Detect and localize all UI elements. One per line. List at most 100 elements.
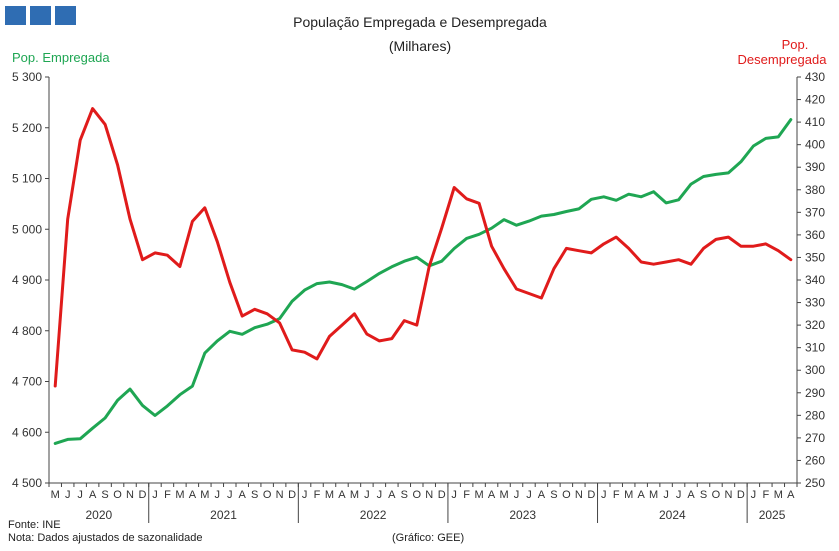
month-tick-label: A	[388, 489, 396, 501]
month-tick-label: N	[575, 489, 583, 501]
month-tick-label: N	[425, 489, 433, 501]
chart-title: População Empregada e Desempregada	[293, 14, 547, 30]
month-tick-label: A	[239, 489, 247, 501]
right-tick-label: 360	[805, 228, 825, 242]
month-tick-label: J	[65, 489, 71, 501]
month-tick-label: J	[526, 489, 532, 501]
plot-area: 4 500 4 600 4 700 4 800 4 900 5 000 5 100 5 200…	[12, 70, 825, 523]
right-tick-label: 350	[805, 250, 825, 264]
right-tick-label: 300	[805, 363, 825, 377]
year-label: 2023	[509, 508, 536, 522]
logo-block-2	[30, 6, 51, 25]
left-tick-label: 4 700	[12, 375, 42, 389]
left-tick-label: 5 100	[12, 172, 42, 186]
month-tick-label: M	[624, 489, 633, 501]
month-tick-label: M	[51, 489, 60, 501]
chart-credit: (Gráfico: GEE)	[392, 532, 464, 544]
month-tick-label: N	[276, 489, 284, 501]
month-tick-label: S	[101, 489, 108, 501]
month-tick-label: D	[737, 489, 745, 501]
logo-block-1	[5, 6, 26, 25]
month-tick-label: J	[364, 489, 370, 501]
month-tick-label: M	[350, 489, 359, 501]
left-tick-label: 4 900	[12, 273, 42, 287]
right-tick-label: 320	[805, 318, 825, 332]
right-tick-label: 380	[805, 183, 825, 197]
month-tick-label: N	[724, 489, 732, 501]
month-tick-label: F	[164, 489, 171, 501]
employed-series-line	[53, 118, 793, 445]
left-tick-label: 4 800	[12, 324, 42, 338]
right-axis-label-line1: Pop.	[782, 37, 809, 52]
month-tick-label: J	[377, 489, 383, 501]
right-tick-label: 260	[805, 453, 825, 467]
left-tick-label: 5 200	[12, 121, 42, 135]
month-tick-label: A	[637, 489, 645, 501]
month-tick-label: O	[113, 489, 122, 501]
chart-subtitle: (Milhares)	[389, 38, 451, 54]
month-tick-label: J	[77, 489, 83, 501]
month-tick-label: M	[649, 489, 658, 501]
month-tick-label: J	[601, 489, 607, 501]
month-tick-label: M	[499, 489, 508, 501]
right-tick-label: 400	[805, 138, 825, 152]
month-tick-label: J	[152, 489, 158, 501]
right-tick-label: 280	[805, 408, 825, 422]
month-tick-label: N	[126, 489, 134, 501]
left-tick-label: 4 500	[12, 476, 42, 490]
left-tick-label: 5 000	[12, 222, 42, 236]
month-tick-label: J	[751, 489, 757, 501]
left-tick-label: 5 300	[12, 70, 42, 84]
right-tick-label: 430	[805, 70, 825, 84]
right-tick-label: 410	[805, 115, 825, 129]
month-tick-label: O	[562, 489, 571, 501]
month-tick-label: D	[288, 489, 296, 501]
month-tick-label: J	[227, 489, 233, 501]
month-tick-label: O	[712, 489, 721, 501]
month-tick-label: F	[762, 489, 769, 501]
right-tick-label: 250	[805, 476, 825, 490]
month-tick-label: A	[787, 489, 795, 501]
month-tick-label: M	[475, 489, 484, 501]
month-tick-label: O	[263, 489, 272, 501]
right-tick-label: 310	[805, 341, 825, 355]
right-tick-label: 370	[805, 205, 825, 219]
logo-block-3	[55, 6, 76, 25]
month-tick-label: F	[314, 489, 321, 501]
right-axis-label-line2: Desempregada	[738, 52, 828, 67]
right-tick-label: 290	[805, 386, 825, 400]
left-axis-label: Pop. Empregada	[12, 50, 110, 65]
month-tick-label: S	[700, 489, 707, 501]
year-label: 2021	[210, 508, 237, 522]
month-tick-label: M	[325, 489, 334, 501]
month-tick-label: S	[401, 489, 408, 501]
year-label: 2022	[360, 508, 387, 522]
year-label: 2020	[86, 508, 113, 522]
month-tick-label: D	[587, 489, 595, 501]
year-label: 2025	[759, 508, 786, 522]
month-tick-label: D	[139, 489, 147, 501]
left-tick-label: 4 600	[12, 425, 42, 439]
month-tick-label: A	[687, 489, 695, 501]
month-tick-label: A	[338, 489, 346, 501]
right-tick-label: 340	[805, 273, 825, 287]
month-tick-label: A	[538, 489, 546, 501]
right-tick-label: 270	[805, 431, 825, 445]
month-tick-label: J	[215, 489, 221, 501]
month-tick-label: A	[189, 489, 197, 501]
right-tick-label: 330	[805, 296, 825, 310]
month-tick-label: A	[488, 489, 496, 501]
month-tick-label: F	[613, 489, 620, 501]
month-tick-label: A	[89, 489, 97, 501]
month-tick-label: J	[676, 489, 682, 501]
month-tick-label: F	[463, 489, 470, 501]
year-label: 2024	[659, 508, 686, 522]
month-tick-label: S	[550, 489, 557, 501]
source-note: Fonte: INE	[8, 519, 61, 531]
right-tick-label: 420	[805, 93, 825, 107]
unemployed-series-line	[53, 107, 793, 388]
month-tick-label: J	[451, 489, 457, 501]
month-tick-label: M	[200, 489, 209, 501]
month-tick-label: D	[438, 489, 446, 501]
